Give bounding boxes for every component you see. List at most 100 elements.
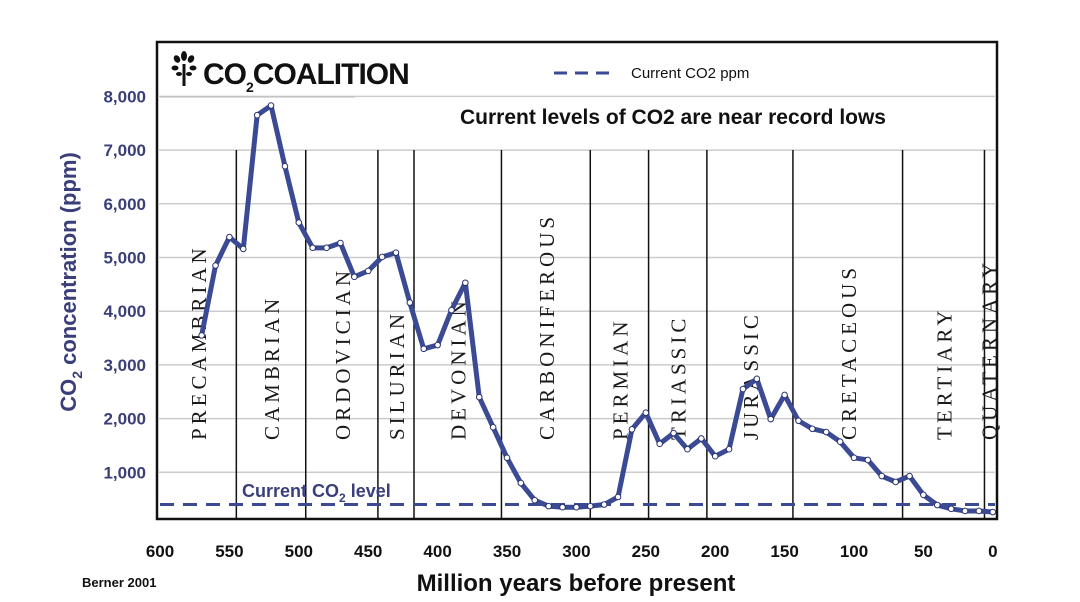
data-point — [684, 445, 691, 453]
x-tick-label: 450 — [354, 542, 382, 561]
current-co2-level-label: Current CO2 level — [242, 481, 391, 505]
period-label-tertiary: TERTIARY — [933, 307, 957, 440]
data-point — [600, 501, 608, 508]
x-tick-label: 150 — [770, 542, 798, 561]
period-label-silurian: SILURIAN — [385, 310, 409, 440]
data-point — [698, 435, 705, 442]
x-tick-label: 500 — [285, 542, 313, 561]
data-point — [267, 102, 275, 109]
legend-label: Current CO2 ppm — [631, 65, 749, 82]
y-tick-label: 7,000 — [103, 141, 146, 160]
data-point — [489, 423, 497, 431]
data-point — [670, 429, 677, 437]
data-point — [198, 332, 205, 339]
co2-series — [198, 102, 997, 516]
data-point — [892, 478, 899, 486]
x-tick-label: 0 — [988, 542, 997, 561]
data-point — [531, 496, 539, 504]
x-axis-ticks: 600 550 500 450 400 350 300 250 200 150 100 50 0 — [146, 542, 998, 561]
x-tick-label: 50 — [914, 542, 933, 561]
data-point — [392, 249, 400, 256]
period-label-cambrian: CAMBRIAN — [260, 295, 284, 440]
data-point — [878, 472, 886, 480]
period-label-devonian: DEVONIAN — [447, 297, 471, 440]
data-point — [975, 507, 983, 515]
brand-name: CO2COALITION — [203, 58, 409, 95]
data-point — [517, 479, 525, 487]
period-label-jurassic: JURASSIC — [739, 311, 763, 440]
data-point — [475, 393, 483, 401]
data-point — [906, 472, 913, 480]
data-point — [656, 440, 663, 448]
data-point — [753, 375, 761, 383]
x-tick-label: 400 — [423, 542, 451, 561]
data-point — [809, 425, 816, 433]
data-point — [822, 428, 830, 436]
data-point — [795, 417, 802, 425]
data-point — [212, 262, 219, 269]
period-label-carboniferous: CARBONIFEROUS — [535, 213, 559, 440]
y-axis-ticks: 1,000 2,000 3,000 4,000 5,000 6,000 7,000 8,000 — [103, 87, 146, 482]
data-point — [920, 491, 927, 499]
data-point — [767, 415, 775, 423]
data-point — [989, 508, 997, 516]
period-label-precambrian: PRECAMBRIAN — [187, 244, 211, 440]
data-point — [559, 503, 566, 511]
data-point — [337, 239, 344, 247]
x-tick-label: 550 — [215, 542, 243, 561]
data-point — [323, 244, 330, 252]
series-line — [199, 103, 996, 515]
y-axis-label: CO2 concentration (ppm) — [56, 152, 85, 412]
data-point — [281, 162, 289, 170]
source-citation: Berner 2001 — [82, 575, 156, 590]
period-label-triassic: TRIASSIC — [667, 315, 691, 440]
y-tick-label: 5,000 — [103, 249, 146, 268]
data-point — [406, 299, 414, 306]
data-point — [933, 501, 941, 509]
x-tick-label: 250 — [632, 542, 660, 561]
x-tick-label: 100 — [840, 542, 868, 561]
data-point — [448, 306, 455, 314]
data-point — [947, 505, 955, 513]
gridlines — [158, 95, 996, 474]
data-point — [836, 438, 844, 445]
period-label-quaternary: QUATERNARY — [978, 259, 1002, 440]
period-label-cretaceous: CRETACEOUS — [837, 264, 861, 440]
x-tick-label: 200 — [701, 542, 729, 561]
data-point — [253, 111, 261, 119]
data-point — [739, 385, 747, 393]
data-point — [295, 219, 303, 226]
y-tick-label: 6,000 — [103, 195, 146, 214]
data-point — [226, 233, 233, 241]
data-point — [614, 493, 622, 501]
geologic-periods: PRECAMBRIAN CAMBRIAN ORDOVICIAN SILURIAN DEV… — [187, 150, 1002, 518]
data-point — [545, 502, 552, 510]
data-point — [586, 502, 594, 510]
x-tick-label: 600 — [146, 542, 174, 561]
data-point — [642, 409, 650, 416]
x-tick-label: 350 — [493, 542, 521, 561]
data-point — [961, 507, 969, 515]
x-tick-label: 300 — [562, 542, 590, 561]
data-point — [781, 391, 788, 399]
data-point — [725, 445, 733, 453]
data-point — [434, 341, 441, 349]
plot-area — [155, 40, 999, 521]
y-tick-label: 4,000 — [103, 302, 146, 321]
legend: Current CO2 ppm — [554, 65, 749, 82]
data-point — [503, 454, 511, 462]
period-label-ordovician: ORDOVICIAN — [331, 267, 355, 440]
data-point — [573, 503, 580, 511]
chart-title: Current levels of CO2 are near record lo… — [460, 106, 886, 129]
data-point — [420, 345, 428, 353]
data-point — [864, 456, 872, 464]
data-point — [850, 454, 858, 462]
y-tick-label: 3,000 — [103, 356, 146, 375]
data-point — [711, 452, 719, 460]
data-point — [309, 244, 316, 252]
data-point — [364, 267, 372, 275]
tree-icon — [171, 51, 197, 86]
period-label-permian: PERMIAN — [608, 317, 632, 440]
x-axis-label: Million years before present — [417, 570, 736, 597]
